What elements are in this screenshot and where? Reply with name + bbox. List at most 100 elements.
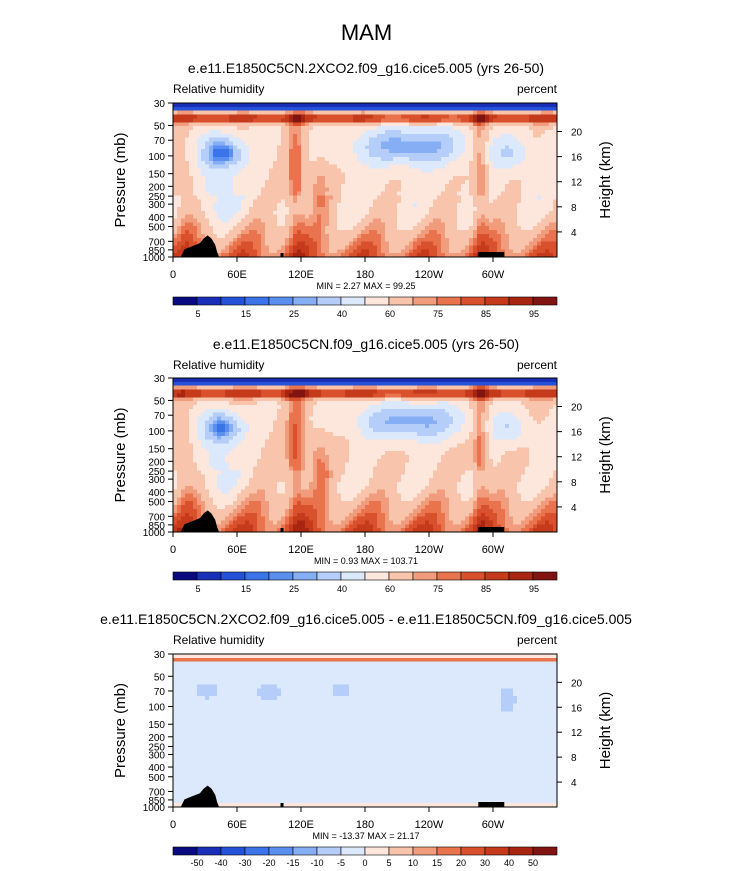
y-tick-label: 70 [154,411,166,422]
contour-field [173,103,558,258]
y-tick-label: 50 [154,396,166,407]
colorbar-swatch [484,296,510,306]
colorbar-label: 0 [362,858,367,868]
colorbar-swatch [388,571,414,581]
colorbar-label: 40 [337,584,347,594]
y-tick-label: 1000 [143,528,166,539]
right-y-tick-label: 12 [571,178,583,189]
right-y-tick-label: 12 [571,453,583,464]
y-tick-label: 150 [148,445,165,456]
right-y-tick-label: 12 [571,728,583,739]
y-tick-label: 300 [148,750,165,761]
colorbar-label: 15 [432,858,442,868]
y-tick-label: 100 [148,703,165,714]
colorbar-swatch [316,571,342,581]
y-axis-label: Pressure (mb) [112,683,129,778]
colorbar-label: -15 [286,858,299,868]
land-mask [478,252,505,257]
y-tick-label: 30 [154,650,166,661]
colorbar-swatch [220,846,246,856]
x-tick-label: 60E [227,269,247,281]
chart-panel-3: e.e11.E1850C5CN.2XCO2.f09_g16.cice5.005 … [100,611,632,868]
land-mask [180,510,220,532]
colorbar-label: 25 [289,309,299,319]
colorbar-swatch [220,571,246,581]
colorbar-swatch [532,296,558,306]
y-tick-label: 100 [148,152,165,163]
y-tick-label: 30 [154,99,166,110]
x-tick-label: 120E [288,819,314,831]
chart-panel-1: e.e11.E1850C5CN.2XCO2.f09_g16.cice5.005 … [112,60,614,319]
colorbar-label: 60 [385,584,395,594]
colorbar-label: 60 [385,309,395,319]
y-tick-label: 700 [148,512,165,523]
right-y-tick-label: 16 [571,703,583,714]
colorbar-swatch [484,571,510,581]
right-y-tick-label: 8 [571,203,577,214]
x-tick-label: 180 [356,269,374,281]
chart-title: e.e11.E1850C5CN.2XCO2.f09_g16.cice5.005 … [100,611,632,627]
chart-title: e.e11.E1850C5CN.f09_g16.cice5.005 (yrs 2… [213,336,519,352]
colorbar-label: 5 [195,584,200,594]
y-tick-label: 70 [154,136,166,147]
right-y-tick-label: 16 [571,153,583,164]
right-y-axis-label: Height (km) [597,416,614,494]
land-mask [280,803,284,807]
colorbar-swatch [460,846,486,856]
y-tick-label: 850 [148,521,165,532]
y-tick-label: 700 [148,787,165,798]
colorbar: 5 15 25 40 60 75 85 95 [172,296,558,319]
colorbar-swatch [172,846,198,856]
x-tick-label: 60W [482,544,505,556]
y-tick-label: 200 [148,733,165,744]
x-tick-label: 120W [415,544,444,556]
y-tick-label: 1000 [143,803,166,814]
y-tick-label: 250 [148,467,165,478]
colorbar-label: -5 [337,858,345,868]
colorbar-label: -40 [214,858,227,868]
y-tick-label: 500 [148,498,165,509]
y-tick-label: 300 [148,475,165,486]
y-tick-label: 300 [148,200,165,211]
colorbar-label: 75 [433,309,443,319]
x-tick-label: 60E [227,544,247,556]
colorbar-swatch [196,846,222,856]
right-y-tick-label: 8 [571,478,577,489]
land-mask [180,235,220,257]
colorbar-label: 85 [481,584,491,594]
colorbar-label: 15 [241,309,251,319]
chart-panel-2: e.e11.E1850C5CN.f09_g16.cice5.005 (yrs 2… [112,336,614,594]
y-tick-label: 850 [148,796,165,807]
x-tick-label: 120W [415,819,444,831]
colorbar-swatch [340,846,366,856]
y-tick-label: 50 [154,672,166,683]
colorbar-label: 30 [480,858,490,868]
colorbar-swatch [460,296,486,306]
right-y-tick-label: 20 [571,403,583,414]
right-y-axis-label: Height (km) [597,692,614,770]
x-tick-label: 180 [356,544,374,556]
colorbar-swatch [508,571,534,581]
colorbar-label: 40 [504,858,514,868]
contour-field [173,378,558,533]
y-tick-label: 150 [148,720,165,731]
right-y-tick-label: 4 [571,228,577,239]
colorbar-swatch [412,296,438,306]
colorbar-swatch [172,296,198,306]
x-tick-label: 60W [482,269,505,281]
y-tick-label: 70 [154,687,166,698]
right-y-tick-label: 16 [571,428,583,439]
land-mask [180,785,220,807]
y-tick-label: 200 [148,457,165,468]
y-tick-label: 150 [148,170,165,181]
right-y-tick-label: 8 [571,753,577,764]
land-mask [280,528,284,532]
colorbar-swatch [292,846,318,856]
right-y-tick-label: 20 [571,678,583,689]
y-tick-label: 50 [154,121,166,132]
y-tick-label: 500 [148,223,165,234]
colorbar-swatch [316,296,342,306]
y-tick-label: 700 [148,237,165,248]
colorbar-label: -10 [310,858,323,868]
y-tick-label: 250 [148,743,165,754]
